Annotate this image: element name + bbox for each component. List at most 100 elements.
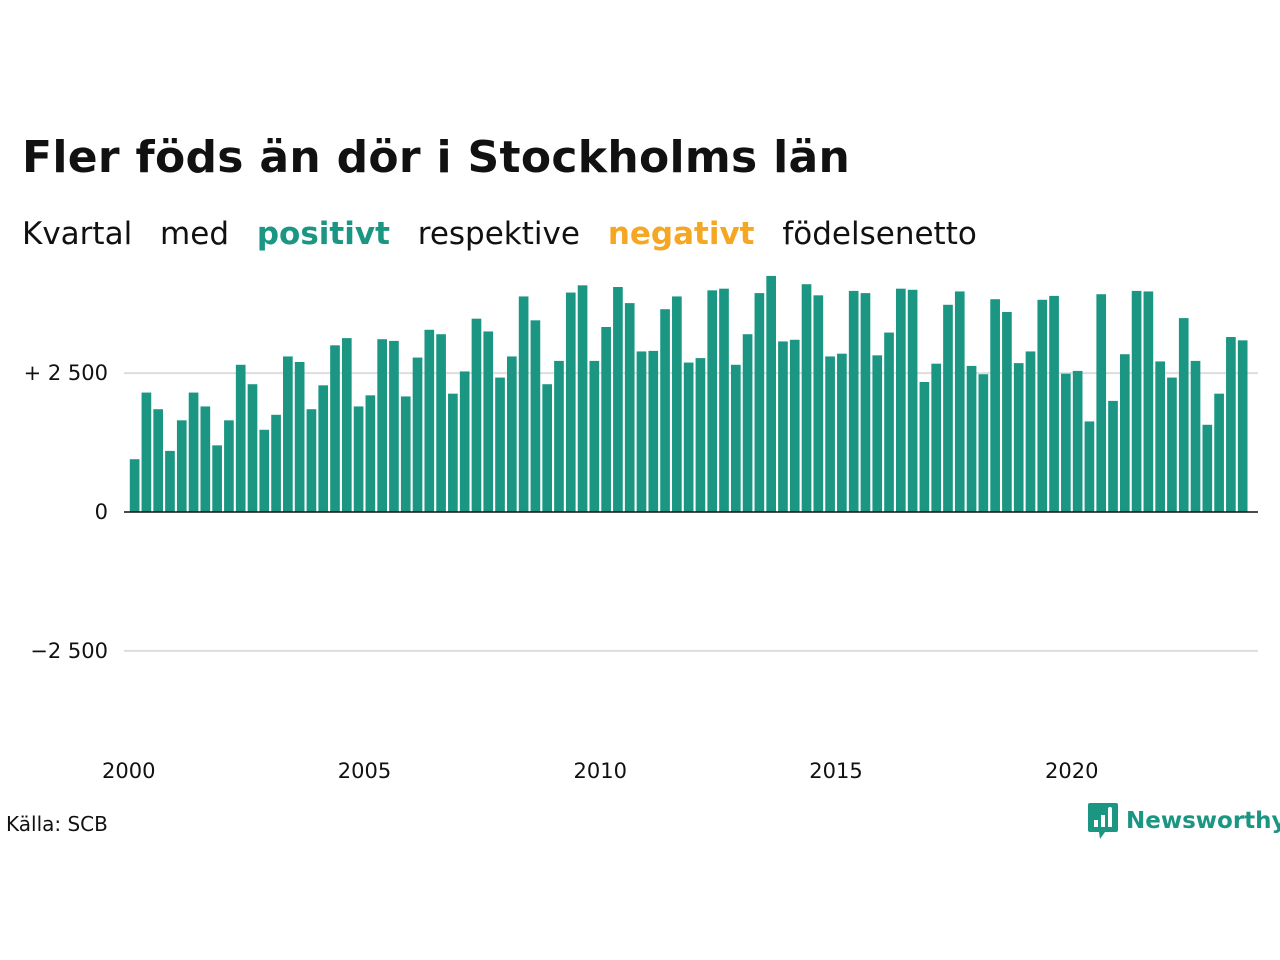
x-tick-label: 2005	[338, 759, 391, 783]
bar	[436, 334, 446, 512]
bar	[1214, 393, 1224, 512]
bar	[601, 327, 611, 512]
bar	[212, 445, 222, 512]
bar	[613, 287, 623, 512]
bar	[188, 392, 199, 512]
y-tick-label: + 2 500	[24, 361, 108, 385]
bar	[813, 295, 824, 512]
bar	[400, 396, 411, 512]
bar	[1025, 351, 1036, 512]
bar	[424, 329, 435, 512]
subtitle-text-quarter: Kvartal	[22, 216, 133, 252]
bar	[1178, 318, 1189, 512]
bar	[1190, 360, 1201, 512]
bar	[448, 393, 458, 512]
bar	[341, 338, 352, 512]
x-tick-label: 2010	[574, 759, 627, 783]
bar	[530, 320, 541, 512]
bars	[129, 275, 1248, 512]
bar	[872, 355, 883, 512]
bar	[1002, 312, 1012, 512]
subtitle-text-birth-net: födelsenetto	[782, 216, 977, 252]
bar	[825, 356, 835, 512]
bar	[294, 362, 305, 512]
bar	[636, 351, 647, 512]
bar	[1108, 400, 1118, 512]
bar	[931, 363, 942, 512]
chart-title: Fler föds än dör i Stockholms län	[22, 132, 851, 183]
bar	[672, 296, 682, 512]
bar	[1061, 373, 1071, 512]
bar	[990, 299, 1000, 512]
bar	[483, 331, 494, 512]
bar	[235, 364, 246, 512]
bar	[542, 384, 553, 512]
bar	[624, 303, 635, 512]
bar	[860, 293, 871, 512]
bar	[589, 360, 600, 512]
bar	[1037, 299, 1048, 512]
bar	[495, 377, 505, 512]
bar	[707, 290, 718, 512]
bar	[1013, 363, 1024, 512]
x-tick-label: 2020	[1045, 759, 1098, 783]
bar	[153, 409, 164, 512]
chart-subtitle: Kvartal med positivt respektive negativt…	[22, 216, 995, 252]
bar	[837, 353, 847, 512]
bar	[954, 291, 965, 512]
bar	[412, 357, 423, 512]
bar	[471, 318, 482, 512]
bar	[518, 296, 529, 512]
bar	[247, 384, 258, 512]
bar	[1226, 337, 1236, 512]
x-tick-label: 2015	[809, 759, 862, 783]
bar	[1084, 421, 1095, 512]
bar	[565, 292, 576, 512]
newsworthy-logo-icon	[1088, 803, 1118, 839]
subtitle-text-with: med	[160, 216, 229, 252]
subtitle-positive-label: positivt	[256, 216, 390, 252]
bar	[1096, 294, 1107, 512]
bar	[283, 356, 293, 512]
bar	[742, 334, 753, 512]
bar	[377, 339, 387, 512]
bar	[848, 290, 859, 512]
bar	[895, 288, 906, 512]
bar	[330, 345, 340, 512]
bar	[907, 289, 918, 512]
bar	[719, 288, 729, 512]
bar	[1072, 370, 1083, 512]
bar	[978, 374, 989, 512]
bar	[695, 358, 706, 512]
bar	[648, 350, 659, 512]
y-tick-label: −2 500	[30, 639, 108, 663]
bar	[306, 409, 317, 512]
bar	[224, 420, 234, 512]
bar	[165, 450, 175, 512]
bar	[1155, 361, 1165, 512]
bar	[919, 382, 930, 512]
bar	[660, 309, 670, 512]
bar	[200, 406, 211, 512]
bar	[1167, 377, 1177, 512]
bar	[176, 420, 187, 512]
bar	[271, 414, 281, 512]
bar	[1049, 295, 1059, 512]
bar	[1237, 340, 1248, 512]
bar	[129, 459, 140, 512]
bar	[730, 364, 741, 512]
subtitle-text-respectively: respektive	[417, 216, 580, 252]
bar	[554, 360, 564, 512]
axes: + 2 500 0 −2 500 2000 2005 2010 2015 2020	[24, 361, 1258, 783]
bar	[353, 406, 364, 512]
source-note: Källa: SCB	[6, 812, 108, 836]
subtitle-negative-label: negativt	[607, 216, 755, 252]
newsworthy-brand: Newsworthy	[1088, 803, 1280, 839]
bar	[766, 275, 776, 512]
bar	[1119, 354, 1130, 512]
bar	[778, 341, 788, 512]
brand-name: Newsworthy	[1126, 808, 1280, 834]
bar	[789, 339, 800, 512]
bar	[884, 332, 894, 512]
